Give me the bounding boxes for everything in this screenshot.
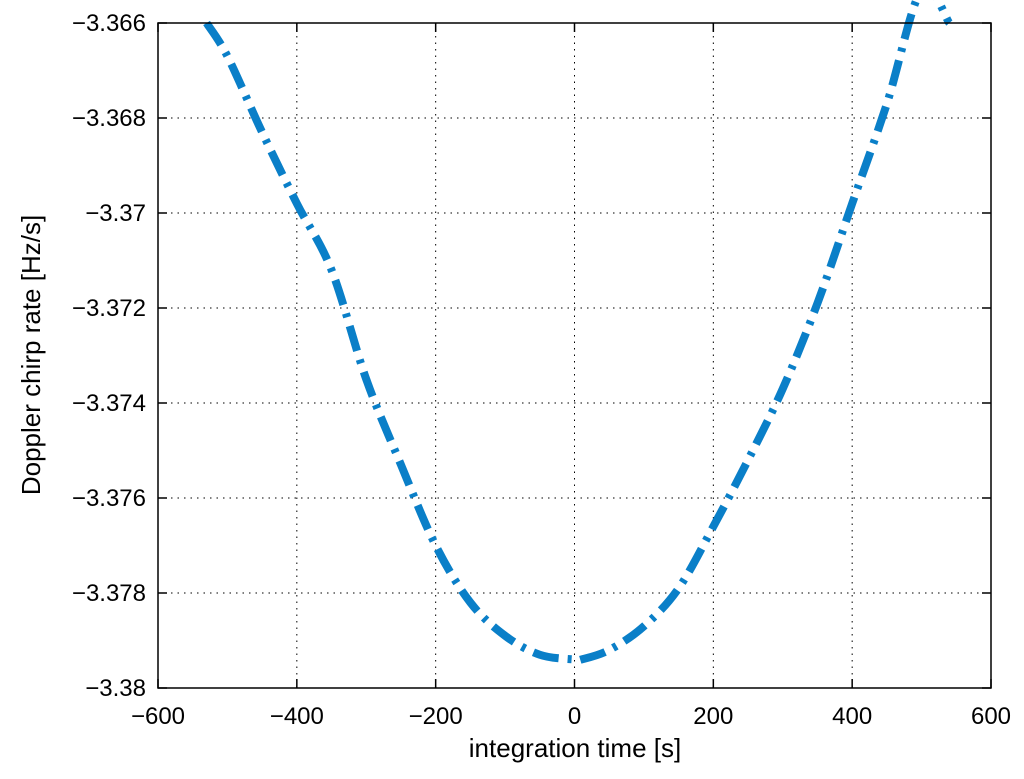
y-tick-label: −3.372	[72, 295, 146, 322]
grid	[158, 23, 991, 688]
x-tick-label: −200	[409, 703, 463, 730]
x-tick-labels: −600 −400 −200 0 200 400 600	[131, 703, 1011, 730]
x-tick-label: 200	[693, 703, 733, 730]
x-tick-label: 600	[971, 703, 1011, 730]
x-axis-label: integration time [s]	[469, 733, 681, 763]
y-tick-label: −3.368	[72, 105, 146, 132]
x-tick-label: 400	[832, 703, 872, 730]
y-tick-label: −3.366	[72, 10, 146, 37]
x-tick-label: −600	[131, 703, 185, 730]
y-tick-labels: −3.366 −3.368 −3.37 −3.372 −3.374 −3.376 −3.37…	[72, 10, 146, 702]
series-line	[203, 0, 953, 665]
y-tick-label: −3.376	[72, 485, 146, 512]
y-axis-label: Doppler chirp rate [Hz/s]	[16, 215, 46, 495]
ticks	[157, 22, 992, 689]
y-tick-label: −3.374	[72, 390, 146, 417]
y-tick-label: −3.38	[85, 675, 146, 702]
y-tick-label: −3.37	[85, 200, 146, 227]
x-tick-label: −400	[270, 703, 324, 730]
x-tick-label: 0	[568, 703, 581, 730]
series-layer	[203, 0, 953, 665]
y-tick-label: −3.378	[72, 580, 146, 607]
